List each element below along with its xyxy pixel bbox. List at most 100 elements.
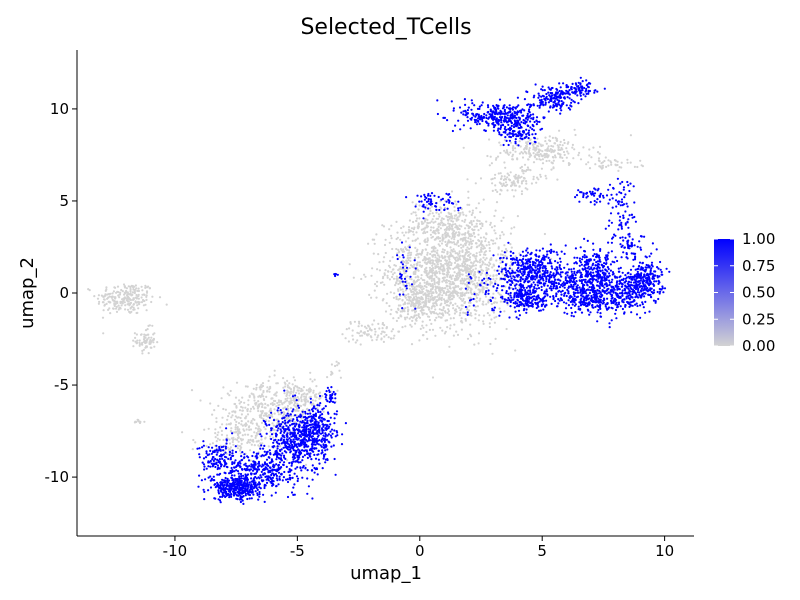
data-point: [383, 273, 386, 276]
data-point: [353, 320, 356, 323]
data-point: [431, 283, 434, 286]
data-point: [325, 425, 328, 428]
data-point: [449, 246, 452, 249]
data-point: [373, 289, 376, 292]
data-point: [473, 235, 476, 238]
data-point: [216, 464, 219, 467]
data-point: [444, 236, 447, 239]
data-point: [259, 442, 262, 445]
data-point: [252, 440, 255, 443]
data-point: [236, 470, 240, 473]
data-point: [257, 400, 260, 403]
data-point: [127, 285, 130, 288]
data-point: [390, 237, 393, 240]
low-expression-cluster: [579, 157, 645, 172]
data-point: [548, 159, 551, 162]
data-point: [596, 151, 600, 154]
data-point: [249, 407, 253, 410]
data-point: [232, 443, 235, 446]
data-point: [288, 448, 291, 451]
data-point: [318, 404, 321, 407]
data-point: [315, 437, 318, 440]
data-point: [357, 320, 361, 323]
data-point: [407, 293, 410, 296]
data-point: [413, 314, 416, 317]
data-point: [310, 432, 313, 435]
data-point: [470, 240, 473, 243]
data-point: [244, 494, 247, 497]
data-point: [222, 407, 225, 411]
data-point: [450, 237, 453, 240]
data-point: [277, 439, 280, 442]
data-point: [524, 122, 527, 125]
data-point: [325, 398, 328, 401]
data-point: [259, 447, 262, 450]
data-point: [475, 207, 478, 210]
data-point: [304, 431, 308, 434]
data-point: [293, 436, 297, 439]
data-point: [456, 305, 459, 308]
data-point: [321, 428, 324, 431]
data-point: [459, 213, 462, 216]
data-point: [535, 147, 538, 150]
data-point: [311, 435, 314, 438]
data-point: [464, 251, 467, 254]
data-point: [238, 498, 242, 501]
data-point: [431, 266, 435, 270]
data-point: [283, 456, 286, 459]
data-point: [316, 453, 319, 456]
data-point: [545, 142, 548, 145]
data-point: [210, 462, 213, 465]
data-point: [359, 343, 362, 346]
data-point: [273, 408, 276, 411]
data-point: [386, 292, 389, 295]
data-point: [226, 392, 229, 395]
data-point: [532, 161, 536, 164]
data-point: [453, 282, 456, 285]
data-point: [430, 279, 433, 282]
data-point: [494, 337, 497, 340]
data-point: [288, 419, 291, 422]
data-point: [286, 404, 289, 408]
data-point: [408, 244, 411, 247]
data-point: [513, 114, 517, 117]
data-point: [143, 333, 146, 336]
data-point: [413, 279, 416, 282]
data-point: [296, 396, 299, 399]
data-point: [421, 306, 424, 309]
data-point: [457, 211, 460, 215]
data-point: [240, 459, 243, 462]
data-point: [258, 483, 261, 486]
data-point: [420, 220, 423, 223]
data-point: [496, 190, 499, 193]
data-point: [137, 289, 140, 293]
data-point: [141, 289, 144, 292]
data-point: [330, 445, 333, 448]
data-point: [288, 476, 291, 479]
data-point: [495, 277, 498, 280]
data-point: [437, 243, 440, 246]
data-point: [269, 435, 272, 438]
data-point: [290, 401, 293, 404]
data-point: [276, 401, 279, 405]
data-point: [417, 225, 420, 228]
data-point: [270, 427, 273, 430]
data-point: [408, 251, 411, 254]
low-expression-cluster: [466, 164, 559, 198]
data-point: [503, 108, 506, 111]
data-point: [329, 434, 332, 437]
data-point: [460, 317, 463, 320]
data-point: [253, 395, 256, 398]
data-point: [455, 203, 458, 206]
data-point: [566, 142, 569, 145]
data-point: [475, 259, 478, 263]
data-point: [571, 143, 575, 146]
data-point: [391, 273, 395, 276]
data-point: [241, 468, 244, 471]
data-point: [557, 148, 560, 151]
data-point: [260, 455, 263, 458]
data-point: [450, 294, 453, 297]
data-point: [260, 438, 263, 441]
data-point: [228, 496, 231, 499]
data-point: [500, 219, 503, 222]
